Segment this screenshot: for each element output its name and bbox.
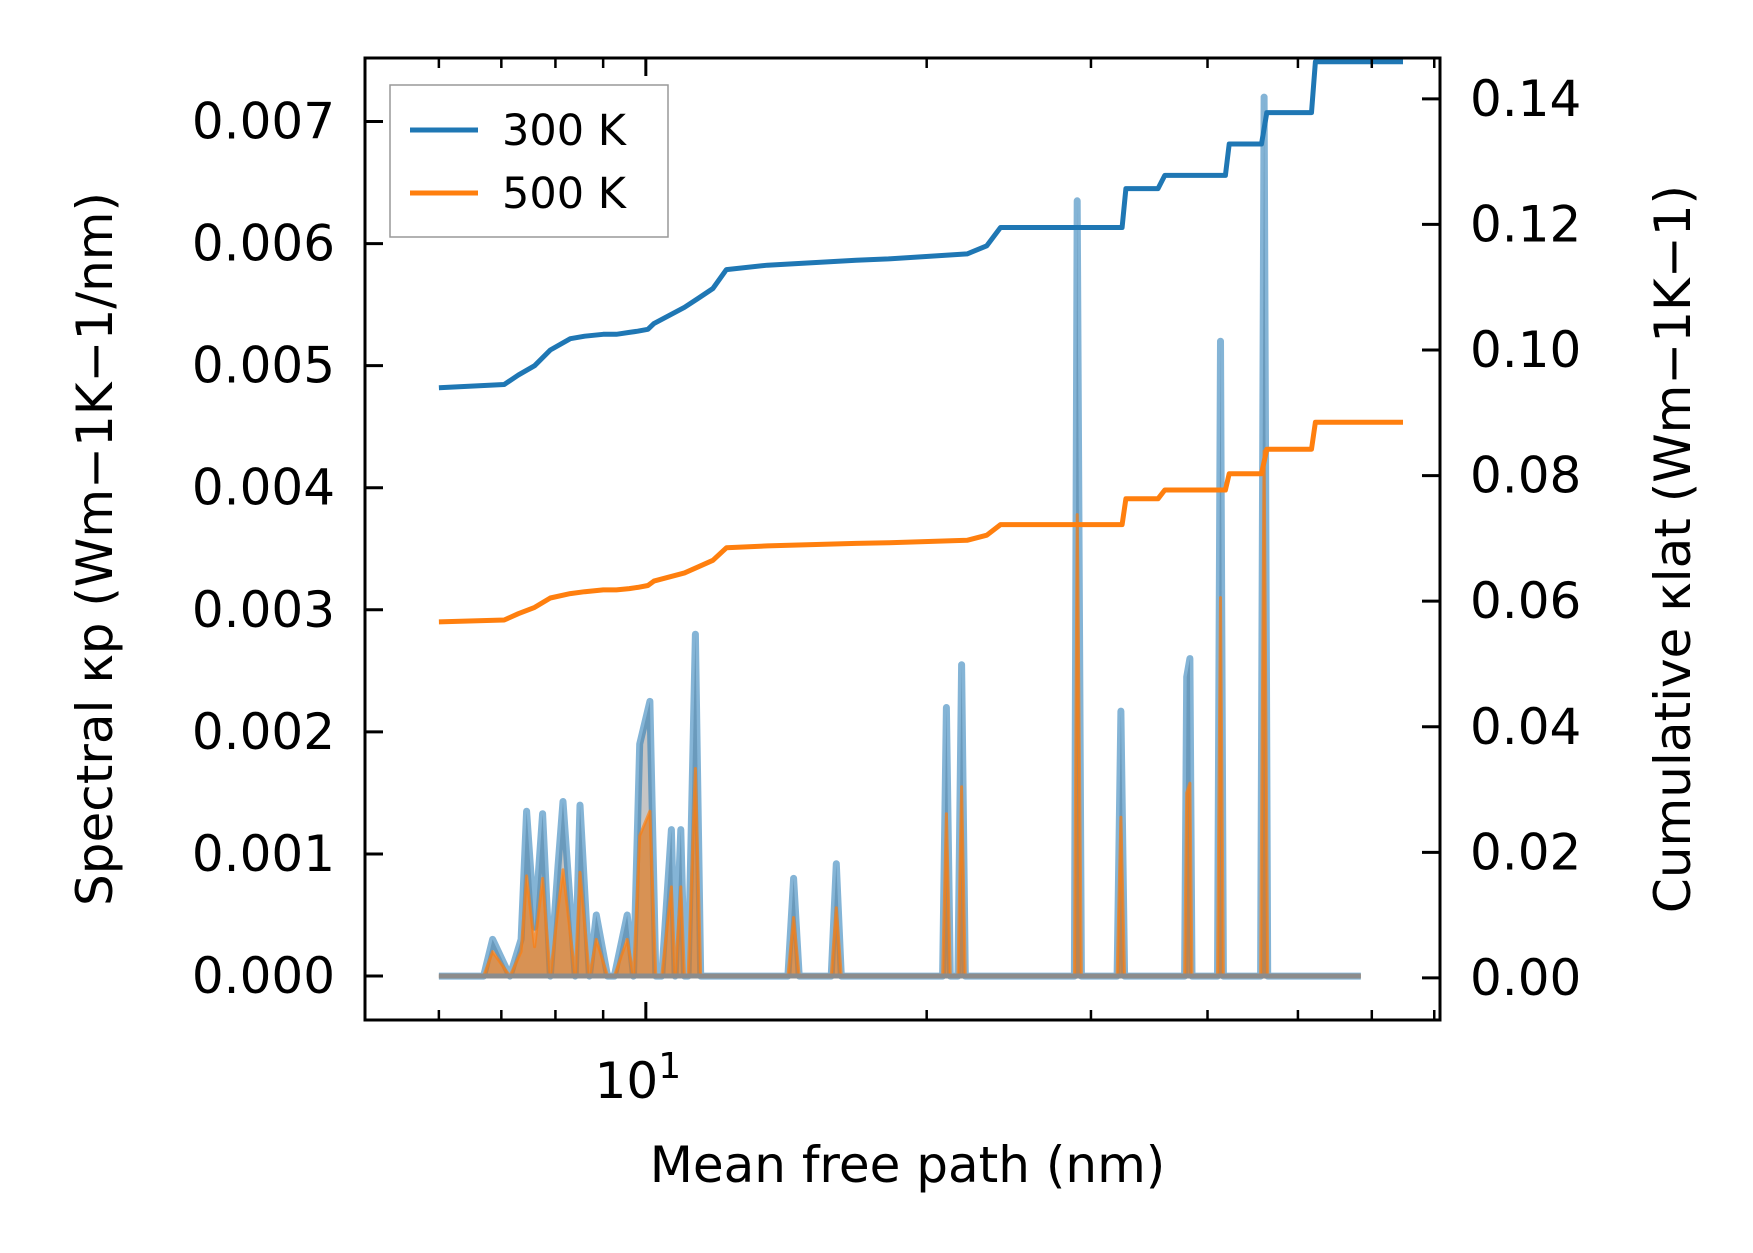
y-right-tick-label: 0.10 <box>1470 321 1581 379</box>
cumulative-300k-line <box>438 59 1403 391</box>
legend: 300 K 500 K <box>389 84 669 238</box>
y-left-tick-label: 0.004 <box>192 459 335 517</box>
y-right-tick-label: 0.00 <box>1470 949 1581 1007</box>
y-left-tick-label: 0.006 <box>192 215 335 273</box>
y-right-tick-label: 0.14 <box>1470 70 1581 128</box>
y-left-axis-title: Spectral κp (Wm−1K−1/nm) <box>66 192 124 906</box>
legend-box <box>389 84 669 238</box>
x-axis-title: Mean free path (nm) <box>650 1136 1166 1194</box>
y-right-tick-label: 0.08 <box>1470 447 1581 505</box>
y-right-tick-label: 0.06 <box>1470 572 1581 630</box>
y-left-tick-label: 0.005 <box>192 337 335 395</box>
y-right-tick-label: 0.02 <box>1470 823 1581 881</box>
plot-area <box>438 59 1403 980</box>
y-right-tick-label: 0.04 <box>1470 698 1581 756</box>
y-right-axis-title: Cumulative κlat (Wm−1K−1) <box>1644 185 1702 913</box>
x-tick-label-base: 10 <box>595 1052 659 1110</box>
axes-frame <box>363 56 1442 1022</box>
y-right-tick-label: 0.12 <box>1470 195 1581 253</box>
axes: 0.0000.0010.0020.0030.0040.0050.0060.007… <box>66 56 1702 1194</box>
y-left-tick-label: 0.007 <box>192 92 335 150</box>
y-left-tick-label: 0.000 <box>192 947 335 1005</box>
legend-label-300k: 300 K <box>502 106 628 156</box>
x-tick-label-exp: 1 <box>658 1046 681 1087</box>
cumulative-500k-line <box>438 419 1403 625</box>
y-left-tick-label: 0.002 <box>192 703 335 761</box>
y-left-tick-label: 0.003 <box>192 581 335 639</box>
y-left-tick-label: 0.001 <box>192 825 335 883</box>
x-tick-label: 101 <box>595 1046 682 1110</box>
legend-label-500k: 500 K <box>502 169 628 219</box>
